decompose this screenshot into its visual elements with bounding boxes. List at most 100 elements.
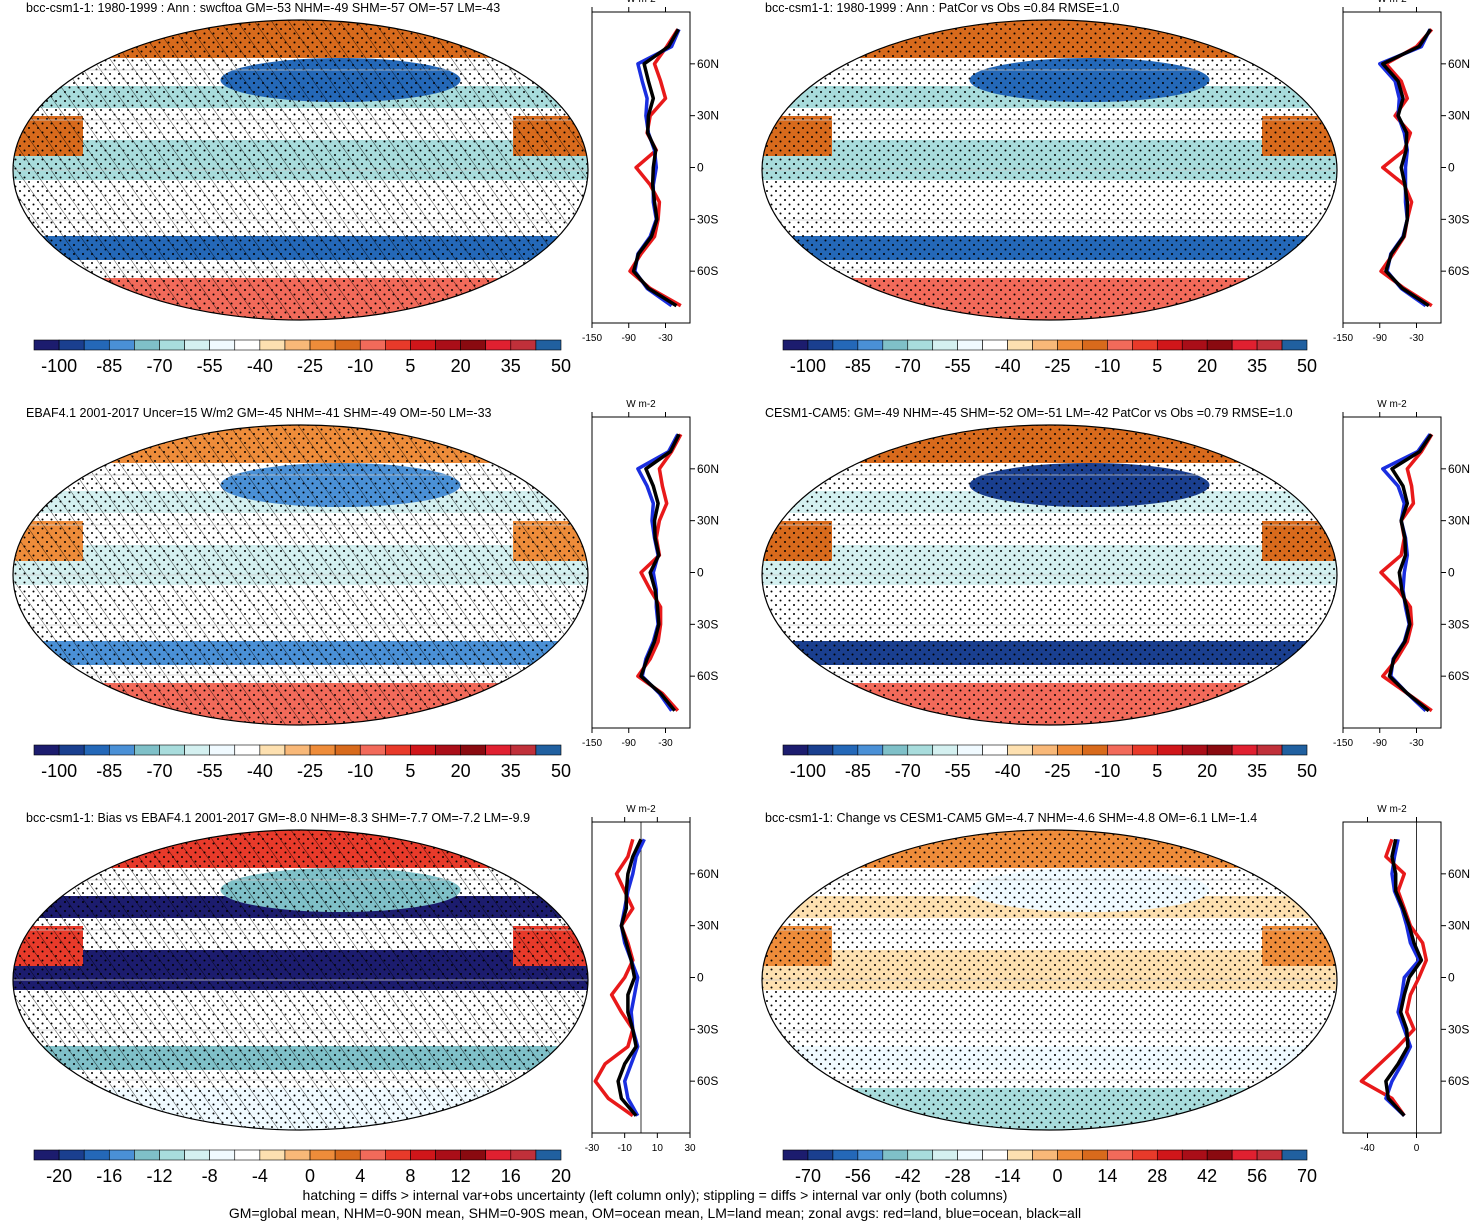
colorbar-label: 35 — [1247, 761, 1267, 781]
zonal-unit-label: W m-2 — [1377, 0, 1407, 5]
colorbar-box — [907, 744, 934, 756]
map-frame — [12, 424, 589, 726]
colorbar-box — [857, 744, 884, 756]
colorbar-box — [1156, 339, 1183, 351]
colorbar-label: -70 — [895, 761, 921, 781]
colorbar-box — [460, 744, 487, 756]
colorbar-label: 0 — [1052, 1166, 1062, 1186]
colorbar-box — [309, 744, 336, 756]
colorbar-box — [134, 1149, 160, 1161]
colorbar-label: -10 — [1094, 356, 1120, 376]
zonal-line-ocean — [619, 838, 646, 1117]
zonal-xtick-label: -150 — [582, 738, 602, 749]
colorbar-box — [832, 1149, 859, 1161]
colorbar-box — [882, 339, 909, 351]
colorbar-box — [510, 1149, 537, 1161]
colorbar-box — [259, 1149, 286, 1161]
zonal-ytick-label: 60N — [1448, 462, 1470, 476]
map — [762, 425, 1337, 725]
colorbar-box — [234, 1149, 261, 1161]
zonal-xtick-label: 0 — [1414, 1143, 1420, 1154]
colorbar-label: -85 — [845, 356, 871, 376]
colorbar-box — [1206, 339, 1233, 351]
colorbar-box — [460, 1149, 487, 1161]
zonal-xtick-label: -150 — [1333, 333, 1353, 344]
zonal-unit-label: W m-2 — [1377, 399, 1407, 410]
colorbar-box — [1256, 744, 1283, 756]
colorbar-box — [410, 744, 436, 756]
zonal-ytick-label: 60S — [1448, 264, 1469, 278]
colorbar-box — [209, 744, 236, 756]
zonal-line-land — [1359, 838, 1429, 1117]
colorbar-label: 5 — [1152, 761, 1162, 781]
colorbar-box — [184, 339, 210, 351]
colorbar-box — [108, 339, 135, 351]
colorbar-box — [209, 339, 236, 351]
colorbar-box — [1281, 744, 1308, 756]
zonal-ytick-label: 30N — [1448, 514, 1470, 528]
colorbar-label: -8 — [202, 1166, 218, 1186]
footer-line-1: hatching = diffs > internal var+obs unce… — [303, 1187, 1008, 1203]
colorbar-box — [1032, 1149, 1058, 1161]
zonal-xtick-label: -150 — [582, 333, 602, 344]
panel-p6: bcc-csm1-1: Change vs CESM1-CAM5 GM=-4.7… — [761, 804, 1470, 1186]
colorbar-label: 8 — [405, 1166, 415, 1186]
colorbar-box — [309, 339, 336, 351]
zonal-ytick-label: 60S — [697, 1074, 718, 1088]
colorbar-box — [782, 744, 809, 756]
colorbar-box — [33, 744, 60, 756]
colorbar-box — [1107, 744, 1133, 756]
colorbar-box — [1107, 1149, 1133, 1161]
colorbar-box — [982, 744, 1008, 756]
colorbar-box — [1057, 339, 1083, 351]
colorbar-box — [359, 744, 386, 756]
colorbar-box — [957, 744, 983, 756]
colorbar-box — [535, 1149, 562, 1161]
colorbar-label: -16 — [96, 1166, 122, 1186]
zonal-line-land — [593, 838, 635, 1118]
zonal-unit-label: W m-2 — [1377, 804, 1407, 815]
colorbar-label: -56 — [845, 1166, 871, 1186]
zonal-ytick-label: 30S — [697, 1022, 718, 1036]
colorbar-box — [334, 339, 361, 351]
colorbar-label: -40 — [247, 761, 273, 781]
colorbar-box — [807, 744, 834, 756]
colorbar-box — [259, 744, 286, 756]
colorbar-label: 50 — [1297, 761, 1317, 781]
colorbar-box — [882, 744, 909, 756]
colorbar-box — [234, 339, 261, 351]
colorbar-label: -100 — [790, 761, 826, 781]
colorbar-box — [1082, 339, 1108, 351]
colorbar-box — [857, 1149, 884, 1161]
zonal-ytick-label: 0 — [697, 971, 704, 985]
colorbar-box — [108, 1149, 135, 1161]
colorbar-label: -4 — [252, 1166, 268, 1186]
colorbar-label: -28 — [945, 1166, 971, 1186]
colorbar-box — [1256, 339, 1283, 351]
colorbar-box — [535, 744, 562, 756]
colorbar-label: 56 — [1247, 1166, 1267, 1186]
colorbar-box — [234, 744, 261, 756]
colorbar-box — [485, 744, 512, 756]
colorbar-label: -10 — [347, 356, 373, 376]
colorbar-label: -70 — [895, 356, 921, 376]
colorbar-box — [209, 1149, 236, 1161]
colorbar-box — [1206, 744, 1233, 756]
colorbar-box — [385, 744, 411, 756]
colorbar-box — [832, 744, 859, 756]
colorbar-label: -20 — [46, 1166, 72, 1186]
colorbar-box — [460, 339, 487, 351]
colorbar-box — [782, 339, 809, 351]
zonal-xtick-label: -30 — [658, 738, 673, 749]
colorbar-box — [510, 339, 537, 351]
colorbar-box — [410, 1149, 436, 1161]
map — [13, 830, 588, 1130]
colorbar-box — [1156, 1149, 1183, 1161]
colorbar-box — [359, 1149, 386, 1161]
zonal-ytick-label: 30S — [697, 212, 718, 226]
colorbar-label: -40 — [247, 356, 273, 376]
colorbar-box — [485, 339, 512, 351]
colorbar-box — [932, 1149, 958, 1161]
colorbar-box — [932, 339, 958, 351]
zonal-xtick-label: 10 — [652, 1143, 664, 1154]
